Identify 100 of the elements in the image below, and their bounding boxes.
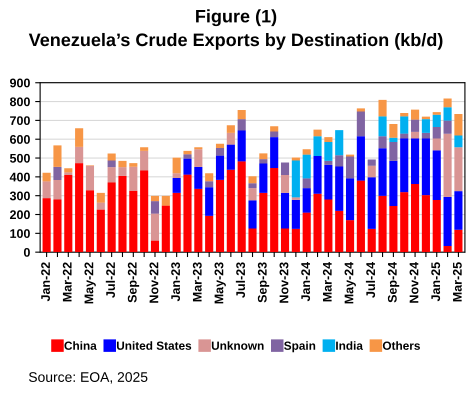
bar <box>368 160 376 166</box>
bar <box>162 196 170 206</box>
bar <box>444 246 452 252</box>
bar <box>64 174 72 252</box>
bar <box>86 166 94 190</box>
bar <box>42 181 51 198</box>
bar <box>194 149 202 167</box>
bar <box>96 192 105 203</box>
y-tick-label: 300 <box>10 191 30 200</box>
bar <box>205 187 214 216</box>
bar <box>226 132 235 145</box>
bar <box>259 153 268 160</box>
bar <box>444 134 452 197</box>
bar <box>378 148 387 196</box>
x-tick-label: Jul-24 <box>366 262 376 298</box>
y-tick-label: 400 <box>10 172 30 182</box>
x-tick-label: May-24 <box>344 262 356 304</box>
bar <box>378 100 387 116</box>
bar <box>389 124 398 138</box>
bar <box>270 137 278 168</box>
bar <box>53 199 62 252</box>
bar <box>313 130 322 136</box>
bar <box>324 160 332 165</box>
bar <box>216 180 224 252</box>
bar <box>324 137 332 142</box>
bar <box>248 228 257 252</box>
bar <box>324 199 332 252</box>
bar <box>389 206 398 252</box>
bar <box>96 202 105 210</box>
bar <box>389 142 398 161</box>
bar <box>432 126 441 138</box>
bar <box>140 147 148 151</box>
bar <box>75 128 84 147</box>
bar <box>172 173 181 178</box>
bar <box>194 166 202 189</box>
x-tick-label: Jan-22 <box>41 262 50 302</box>
chart-title: Figure (1) <box>196 9 276 26</box>
bar <box>96 210 105 252</box>
x-tick-label: Mar-24 <box>322 262 332 302</box>
bar <box>64 172 72 175</box>
bar <box>444 98 452 108</box>
bar <box>302 149 311 155</box>
bar <box>302 178 311 188</box>
bar <box>432 200 441 252</box>
bar <box>53 166 62 180</box>
bar <box>356 180 365 252</box>
x-tick-label: Jan-25 <box>431 262 440 302</box>
x-tick-label: May-22 <box>84 262 96 304</box>
bar <box>292 197 300 200</box>
legend-label: Unknown <box>212 341 264 350</box>
bar <box>140 150 148 170</box>
bar <box>150 201 160 214</box>
bar <box>129 163 138 167</box>
bar <box>313 194 322 252</box>
x-tick-label: Jan-24 <box>301 262 310 302</box>
bar <box>368 228 376 252</box>
bar <box>302 188 311 213</box>
x-tick-label: Mar-23 <box>192 262 202 302</box>
legend-label: Others <box>382 341 420 350</box>
bar <box>183 174 192 252</box>
bar <box>422 195 430 252</box>
bar <box>280 174 290 193</box>
bar <box>238 130 246 162</box>
bar <box>226 125 235 133</box>
y-tick-label: 200 <box>10 210 30 220</box>
bar <box>216 156 224 180</box>
bar <box>248 176 257 184</box>
bar <box>444 120 452 134</box>
bar <box>400 116 408 134</box>
bar <box>356 108 365 112</box>
bar <box>226 170 235 252</box>
bar <box>259 163 268 193</box>
bar <box>313 156 322 194</box>
bar <box>422 138 430 196</box>
x-tick-label: Jul-22 <box>106 262 115 298</box>
bar <box>118 176 127 252</box>
bar <box>378 116 387 136</box>
bar <box>75 146 84 164</box>
bar <box>411 132 420 138</box>
bar <box>53 180 62 200</box>
bar <box>432 150 441 200</box>
bar <box>432 112 441 115</box>
bar <box>432 114 441 127</box>
bar <box>346 178 354 220</box>
bar <box>248 183 257 188</box>
bar <box>238 110 246 120</box>
bar <box>378 196 387 252</box>
x-tick-label: Mar-25 <box>452 262 462 302</box>
bar <box>335 155 344 167</box>
bar <box>302 154 311 178</box>
bar <box>194 188 202 252</box>
bar <box>378 136 387 148</box>
y-tick-label: 500 <box>10 154 30 163</box>
bar <box>292 160 300 198</box>
bar <box>389 138 398 142</box>
y-tick-label: 700 <box>10 116 30 126</box>
bar <box>292 157 300 160</box>
bar <box>444 107 452 121</box>
bar <box>280 192 290 228</box>
bar <box>280 162 290 175</box>
